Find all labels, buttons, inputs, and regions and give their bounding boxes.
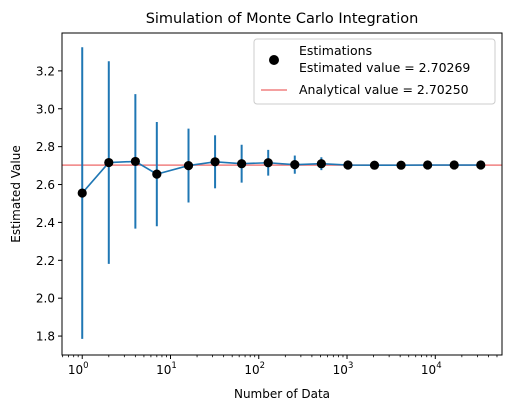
plot-area	[62, 47, 502, 339]
estimation-point	[449, 160, 459, 170]
estimation-point	[104, 157, 114, 168]
x-axis-label: Number of Data	[234, 387, 330, 401]
legend-estimated-value: Estimated value = 2.70269	[299, 60, 470, 75]
estimation-point	[476, 160, 486, 170]
estimation-point	[237, 159, 247, 169]
legend: Estimations Estimated value = 2.70269 An…	[253, 38, 496, 105]
x-tick-label: 103	[333, 361, 354, 377]
legend-estimations-marker	[269, 55, 279, 65]
y-tick-label: 3.0	[36, 102, 55, 116]
estimation-point	[210, 157, 220, 167]
estimation-point	[316, 159, 326, 169]
y-tick-label: 2.0	[36, 292, 55, 306]
x-tick-label: 102	[244, 361, 265, 377]
estimation-point	[77, 188, 87, 198]
estimation-line	[81, 160, 481, 194]
x-tick-label: 104	[421, 361, 442, 377]
plot-frame	[61, 32, 503, 356]
y-axis-label: Estimated Value	[9, 145, 23, 242]
y-tick-label: 2.8	[36, 140, 55, 154]
legend-estimations-label: Estimations	[299, 43, 372, 58]
axes: 1.8 2.0 2.2 2.4 2.6 2.8 3.0 3.2 100 101 102 103 104	[36, 64, 498, 377]
y-tick-label: 2.4	[36, 216, 55, 230]
y-tick-label: 3.2	[36, 64, 55, 78]
legend-box	[253, 38, 496, 105]
estimation-point	[423, 160, 433, 170]
estimation-point	[369, 160, 380, 170]
x-tick-label: 100	[68, 361, 89, 377]
estimation-point	[343, 160, 353, 170]
y-tick-label: 1.8	[36, 330, 55, 344]
x-tick-label: 101	[156, 361, 177, 377]
estimation-point	[130, 156, 140, 167]
y-tick-label: 2.6	[36, 178, 55, 192]
estimation-point	[263, 158, 273, 168]
chart-title: Simulation of Monte Carlo Integration	[146, 11, 419, 27]
y-tick-label: 2.2	[36, 254, 55, 268]
estimation-point	[290, 160, 300, 170]
estimation-point	[183, 160, 194, 171]
legend-analytical-label: Analytical value = 2.70250	[299, 82, 469, 97]
estimation-point	[396, 160, 406, 170]
estimation-point	[152, 169, 162, 179]
